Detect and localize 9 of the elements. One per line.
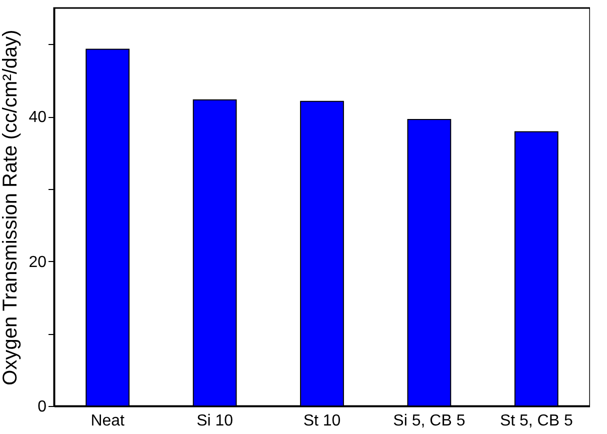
x-tick-label: Si 5, CB 5 <box>393 412 466 430</box>
x-tick-label: Neat <box>90 412 126 430</box>
y-axis-title: Oxygen Transmission Rate (cc/cm²/day) <box>0 30 22 386</box>
y-tick-label: 20 <box>28 254 47 271</box>
y-tick-label: 0 <box>38 398 47 416</box>
x-tick-label: Si 10 <box>196 412 234 430</box>
y-tick-label: 40 <box>28 109 47 126</box>
x-tick-label: St 10 <box>303 412 341 430</box>
x-tick-label: St 5, CB 5 <box>500 412 573 430</box>
